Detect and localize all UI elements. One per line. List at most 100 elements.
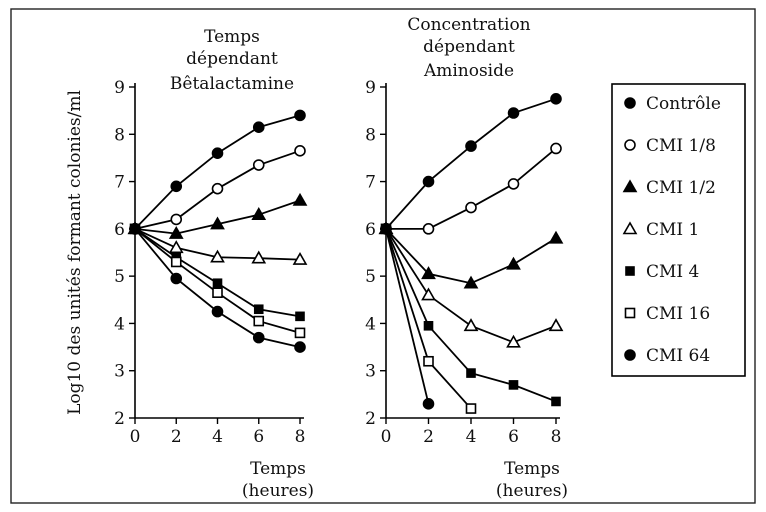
- legend-marker: [622, 179, 638, 193]
- series-2: [380, 142, 562, 235]
- data-point: [170, 272, 183, 285]
- series-7: [129, 223, 306, 353]
- x-tick-label: 4: [212, 427, 223, 447]
- legend-label: CMI 1/8: [646, 136, 716, 156]
- data-point: [422, 398, 435, 410]
- legend-marker: [625, 266, 635, 276]
- figure-frame: 2 3 4 5 6 7 8 9 0 2 4 6 8 Temps dépendant Bêtalactamine…: [10, 8, 756, 504]
- y-tick-label: 2: [114, 409, 125, 429]
- data-point: [252, 121, 265, 133]
- data-point: [422, 175, 435, 188]
- series-line: [386, 147, 557, 230]
- series-7: [380, 223, 435, 410]
- data-point: [507, 178, 520, 190]
- data-point: [170, 180, 183, 193]
- y-tick-label: 9: [114, 78, 125, 98]
- series-line: [134, 228, 301, 318]
- series-3: [127, 192, 308, 239]
- data-point: [211, 182, 224, 195]
- panel-title-line: Bêtalactamine: [170, 74, 294, 94]
- x-axis-label-line: (heures): [242, 481, 314, 501]
- panel-title-line: Concentration: [407, 15, 530, 35]
- legend: Contrôle CMI 1/8 CMI 1/2 CMI 1 CMI 4 CMI 16 CM…: [611, 83, 746, 377]
- y-tick-label: 5: [114, 267, 125, 287]
- legend-marker: [624, 139, 636, 151]
- data-point: [294, 327, 306, 339]
- x-tick-label: 0: [130, 427, 141, 447]
- panel-title-line: dépendant: [423, 37, 515, 57]
- data-point: [422, 223, 435, 235]
- legend-marker: [624, 349, 636, 361]
- x-axis-label-line: Temps: [250, 459, 306, 479]
- legend-label: CMI 64: [646, 346, 710, 366]
- data-point: [423, 355, 434, 367]
- data-point: [466, 368, 476, 378]
- data-point: [252, 159, 265, 171]
- data-point: [251, 250, 267, 264]
- x-axis-label-line: (heures): [496, 481, 568, 501]
- legend-label: CMI 1/2: [646, 178, 716, 198]
- x-tick-label: 0: [381, 427, 392, 447]
- y-tick-label: 5: [365, 267, 376, 287]
- data-point: [548, 230, 564, 244]
- y-tick-label: 4: [114, 314, 125, 334]
- data-point: [550, 93, 562, 105]
- data-point: [423, 320, 434, 331]
- data-point: [551, 396, 561, 407]
- data-point: [211, 305, 224, 318]
- data-point: [380, 223, 392, 235]
- data-point: [294, 341, 306, 353]
- x-tick-label: 6: [508, 427, 519, 447]
- y-tick-label: 7: [365, 173, 376, 193]
- data-point: [506, 256, 521, 270]
- legend-label: CMI 16: [646, 304, 710, 324]
- data-point: [292, 251, 308, 265]
- y-tick-label: 8: [114, 125, 125, 145]
- data-point: [253, 315, 265, 327]
- y-tick-label: 8: [365, 125, 376, 145]
- data-point: [508, 380, 519, 390]
- data-point: [463, 275, 479, 289]
- data-point: [210, 249, 225, 263]
- data-point: [463, 318, 479, 332]
- data-point: [170, 256, 182, 268]
- y-tick-label: 4: [365, 314, 376, 334]
- series-line: [134, 114, 301, 230]
- data-point: [252, 331, 265, 344]
- legend-marker: [624, 97, 636, 109]
- y-tick-label: 7: [114, 173, 125, 193]
- y-tick-label: 9: [365, 78, 376, 98]
- x-tick-label: 8: [295, 427, 306, 447]
- data-point: [294, 145, 306, 157]
- legend-marker: [624, 307, 636, 319]
- data-point: [295, 311, 305, 322]
- data-point: [465, 140, 477, 152]
- data-point: [465, 201, 477, 214]
- data-point: [168, 225, 184, 239]
- x-tick-label: 6: [253, 427, 264, 447]
- y-tick-label: 3: [114, 362, 125, 382]
- y-tick-label: 2: [365, 409, 376, 429]
- y-tick-label: 6: [114, 220, 125, 240]
- data-point: [421, 287, 436, 301]
- series-6: [129, 223, 306, 339]
- data-point: [211, 147, 224, 159]
- series-1: [129, 109, 306, 235]
- data-point: [465, 403, 477, 414]
- y-tick-label: 3: [365, 362, 376, 382]
- x-tick-label: 2: [171, 427, 182, 447]
- data-point: [506, 334, 521, 348]
- data-point: [170, 213, 183, 226]
- data-point: [253, 304, 264, 315]
- series-line: [385, 228, 430, 405]
- figure-border: [10, 8, 756, 504]
- data-point: [421, 266, 436, 280]
- panel-title-line: Aminoside: [423, 61, 514, 81]
- x-tick-label: 4: [466, 427, 477, 447]
- data-point: [210, 216, 225, 230]
- legend-label: CMI 4: [646, 262, 699, 282]
- data-point: [548, 318, 564, 332]
